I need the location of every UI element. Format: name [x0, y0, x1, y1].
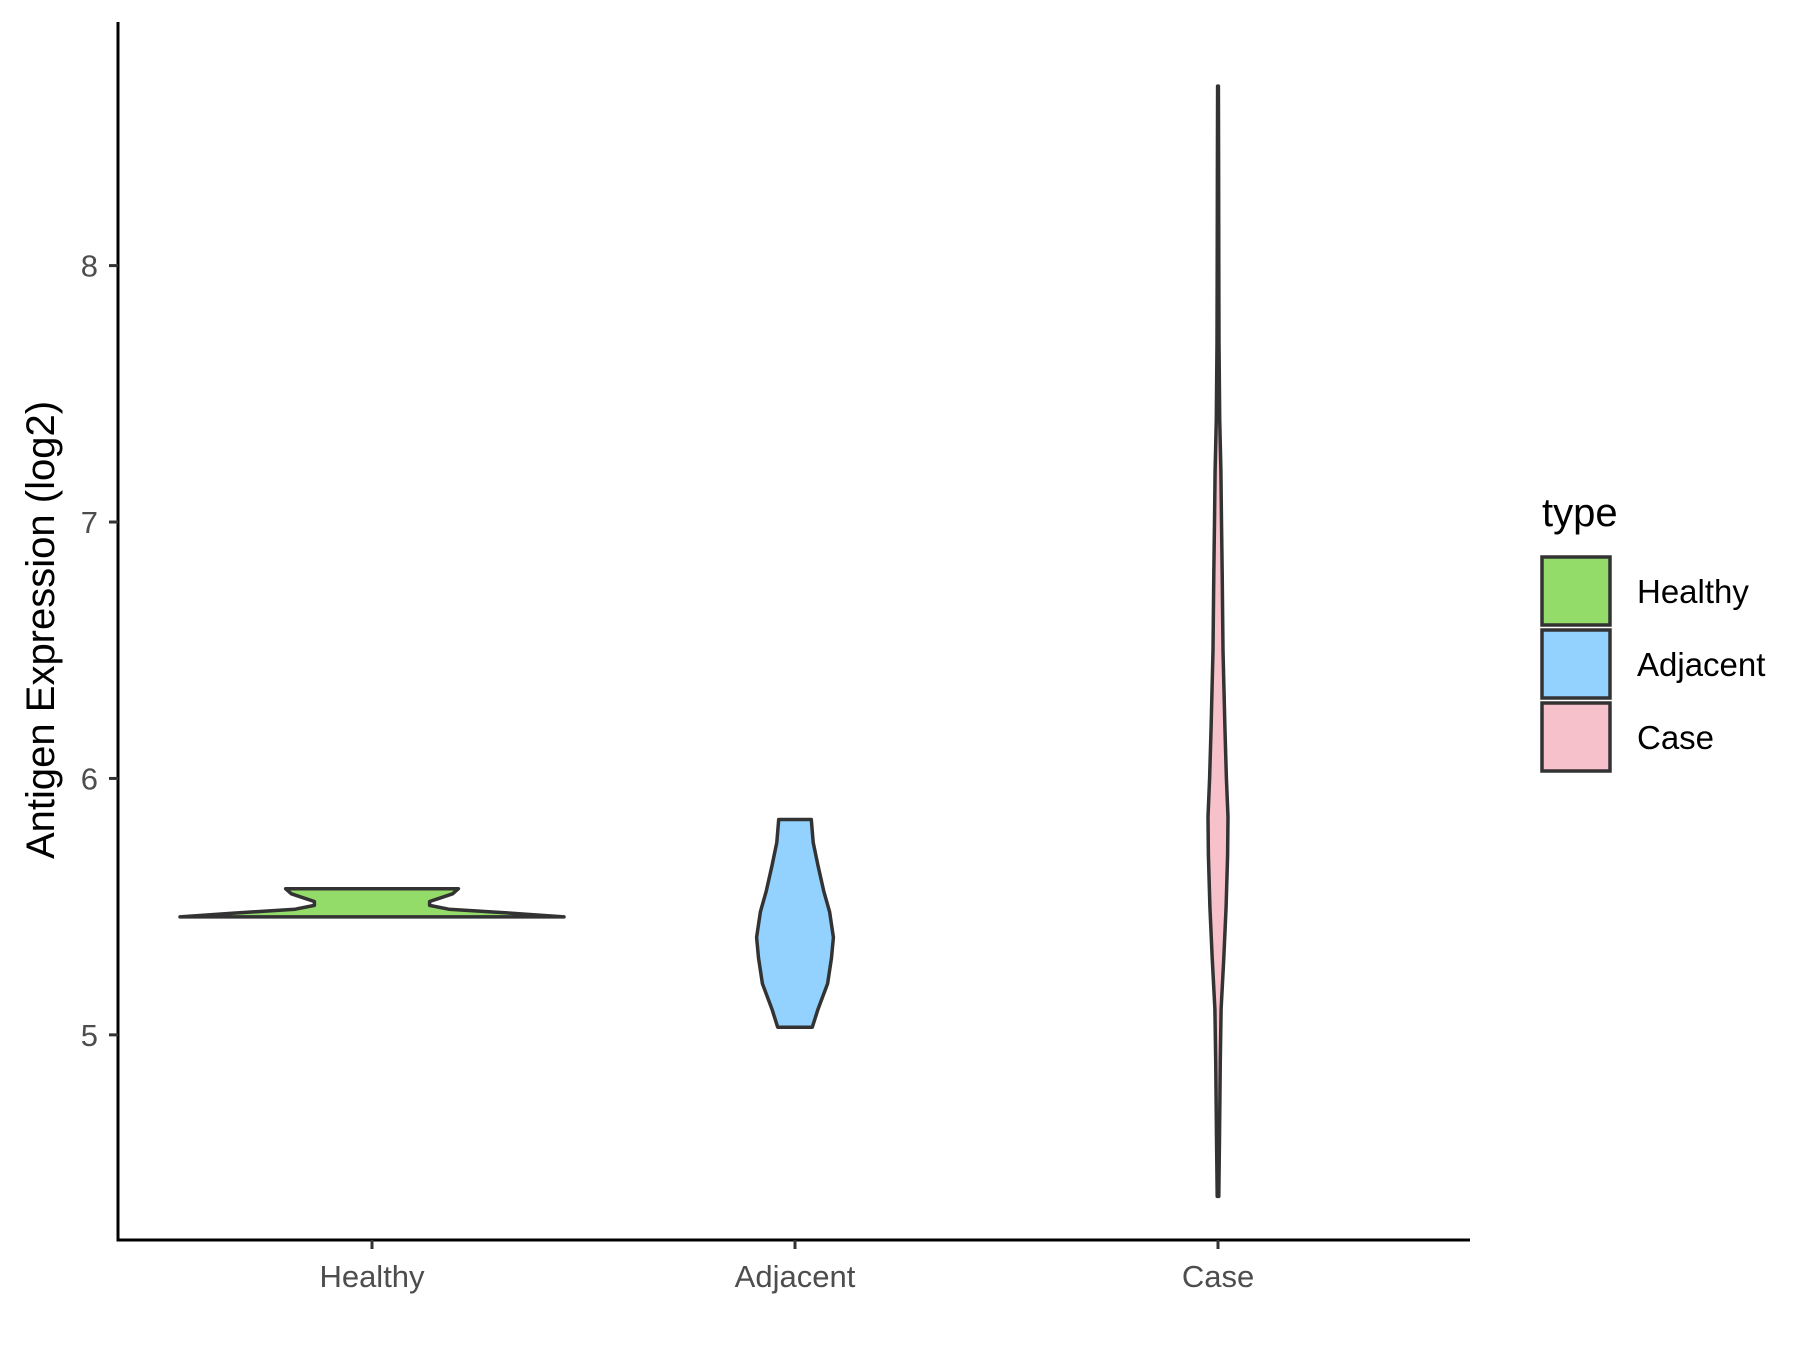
violins-layer: [178, 84, 1230, 1199]
violin-adjacent: [754, 817, 836, 1029]
y-tick-label: 7: [81, 505, 98, 540]
legend-label-case: Case: [1637, 719, 1714, 756]
legend-label-healthy: Healthy: [1637, 573, 1749, 610]
legend-label-adjacent: Adjacent: [1637, 646, 1765, 683]
y-axis-title: Antigen Expression (log2): [19, 401, 63, 859]
violin-healthy: [178, 886, 566, 919]
violin-case: [1206, 84, 1230, 1199]
legend-title: type: [1542, 491, 1618, 535]
legend-key-healthy: [1540, 555, 1612, 627]
x-tick-label-adjacent: Adjacent: [735, 1259, 856, 1294]
legend-key-adjacent: [1540, 628, 1612, 700]
y-ticks: 5 6 7 8: [81, 249, 118, 1053]
x-ticks: Healthy Adjacent Case: [319, 1240, 1254, 1294]
x-tick-label-healthy: Healthy: [319, 1259, 425, 1294]
legend-key-case: [1540, 701, 1612, 773]
x-tick-label-case: Case: [1182, 1259, 1254, 1294]
y-tick-label: 5: [81, 1018, 98, 1053]
y-tick-label: 6: [81, 761, 98, 796]
y-tick-label: 8: [81, 249, 98, 284]
legend: type Healthy Adjacent Case: [1540, 491, 1765, 773]
